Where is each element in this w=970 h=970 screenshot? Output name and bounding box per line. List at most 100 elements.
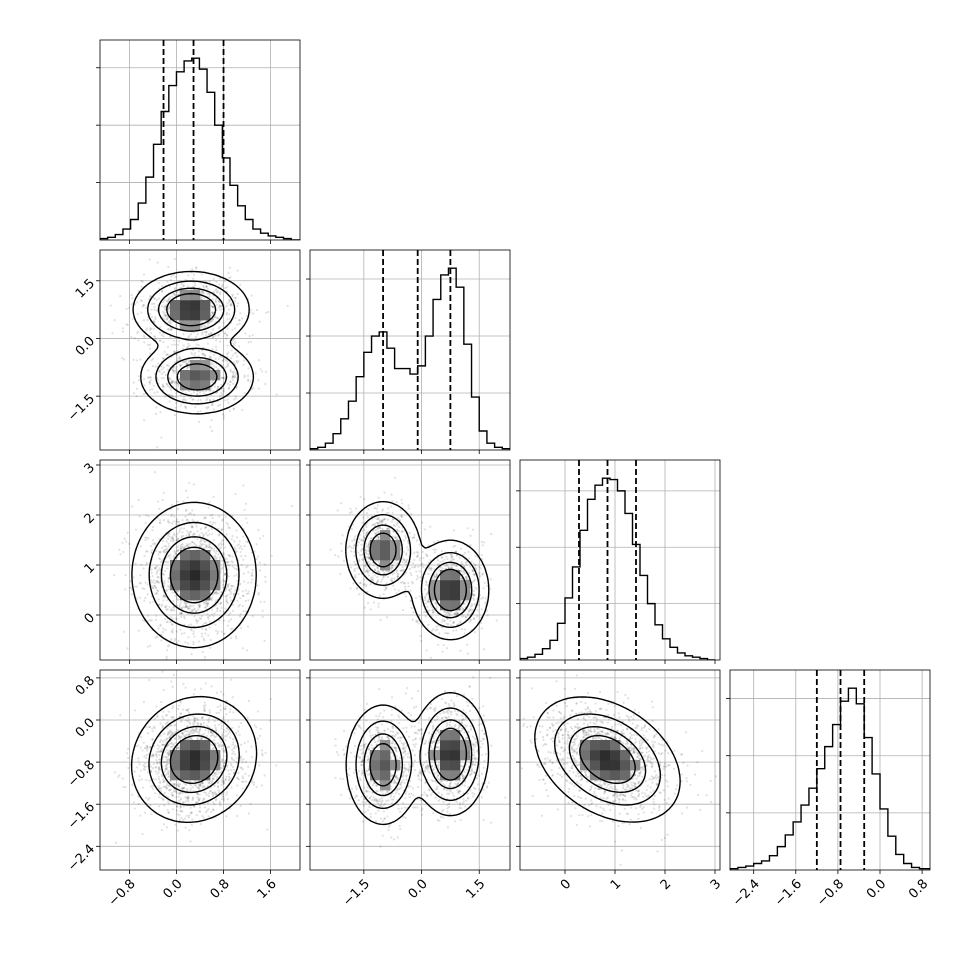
panel-frame xyxy=(99,249,301,451)
scatter-point xyxy=(234,635,237,638)
scatter-point xyxy=(215,549,218,553)
scatter-point xyxy=(142,567,145,570)
scatter-point xyxy=(187,532,190,535)
scatter-point xyxy=(164,305,167,309)
contour-line xyxy=(166,292,218,391)
scatter-point xyxy=(199,389,202,393)
scatter-point xyxy=(221,243,223,245)
scatter-point xyxy=(218,394,222,398)
scatter-point xyxy=(226,318,229,321)
scatter-point xyxy=(355,586,358,589)
scatter-point xyxy=(424,599,427,602)
scatter-point xyxy=(255,308,259,312)
scatter-point xyxy=(443,609,446,613)
scatter-point xyxy=(192,391,195,394)
scatter-point xyxy=(369,582,372,586)
scatter-point xyxy=(182,708,185,711)
scatter-point xyxy=(219,581,222,584)
scatter-point xyxy=(223,399,227,402)
scatter-point xyxy=(217,791,221,794)
scatter-point xyxy=(141,749,144,752)
scatter-point xyxy=(186,529,189,533)
scatter-point xyxy=(411,566,414,569)
scatter-point xyxy=(192,797,195,800)
scatter-point xyxy=(195,609,198,613)
density-cell xyxy=(170,310,181,321)
scatter-point xyxy=(245,592,248,595)
scatter-point xyxy=(175,597,178,600)
scatter-point xyxy=(228,554,231,557)
scatter-point xyxy=(185,729,188,733)
scatter-point xyxy=(349,512,352,515)
scatter-point xyxy=(113,771,116,774)
scatter-point xyxy=(167,554,170,557)
scatter-point xyxy=(142,304,145,307)
scatter-point xyxy=(246,565,249,568)
scatter-point xyxy=(150,545,153,548)
scatter-point xyxy=(191,796,194,799)
scatter-point xyxy=(430,629,434,632)
scatter-point xyxy=(165,621,168,624)
scatter-point xyxy=(162,306,166,309)
scatter-point xyxy=(370,578,374,581)
density-cell xyxy=(200,310,211,321)
scatter-point xyxy=(472,617,476,620)
scatter-point xyxy=(385,586,388,590)
scatter-point xyxy=(184,399,187,402)
scatter-point xyxy=(231,565,234,568)
scatter-point xyxy=(154,618,158,621)
scatter-point xyxy=(216,291,219,294)
scatter-point xyxy=(406,546,409,549)
scatter-point xyxy=(159,550,162,553)
scatter-point xyxy=(199,538,203,541)
scatter-point xyxy=(237,543,241,546)
scatter-point xyxy=(219,602,222,606)
scatter-point xyxy=(225,521,228,525)
scatter-point xyxy=(226,624,229,627)
scatter-point xyxy=(191,610,194,613)
scatter-point xyxy=(183,782,186,785)
scatter-point xyxy=(365,525,368,529)
scatter-point xyxy=(162,376,166,380)
scatter-point xyxy=(474,586,477,589)
scatter-point xyxy=(218,305,221,308)
scatter-point xyxy=(150,584,153,588)
scatter-point xyxy=(171,631,174,634)
scatter-point xyxy=(366,556,369,559)
scatter-point xyxy=(463,602,466,605)
scatter-point xyxy=(141,305,144,308)
scatter-point xyxy=(232,750,235,753)
scatter-point xyxy=(206,602,210,605)
scatter-point xyxy=(390,580,393,583)
scatter-point xyxy=(422,565,425,569)
scatter-point xyxy=(147,376,150,380)
scatter-point xyxy=(153,582,156,585)
density-cell xyxy=(200,570,211,581)
scatter-point xyxy=(247,599,250,602)
scatter-point xyxy=(227,732,230,735)
scatter-point xyxy=(211,318,214,321)
scatter-point xyxy=(178,792,181,795)
scatter-point xyxy=(165,604,168,607)
scatter-point xyxy=(146,376,150,379)
scatter-point xyxy=(226,352,229,356)
scatter-point xyxy=(149,382,152,385)
scatter-point xyxy=(479,567,482,570)
scatter-point xyxy=(165,714,168,717)
scatter-point xyxy=(470,608,473,611)
scatter-point xyxy=(164,314,167,317)
scatter-point xyxy=(218,326,221,329)
scatter-point xyxy=(179,628,182,631)
scatter-point xyxy=(467,571,471,575)
scatter-point xyxy=(179,394,183,397)
contour-line xyxy=(363,524,473,619)
scatter-point xyxy=(166,346,170,349)
scatter-point xyxy=(215,556,218,560)
scatter-point xyxy=(174,371,177,374)
scatter-point xyxy=(213,556,216,560)
contour-lines xyxy=(345,500,490,641)
scatter-point xyxy=(415,555,419,558)
scatter-point xyxy=(182,605,185,609)
scatter-point xyxy=(390,520,393,523)
scatter-point xyxy=(396,561,399,564)
